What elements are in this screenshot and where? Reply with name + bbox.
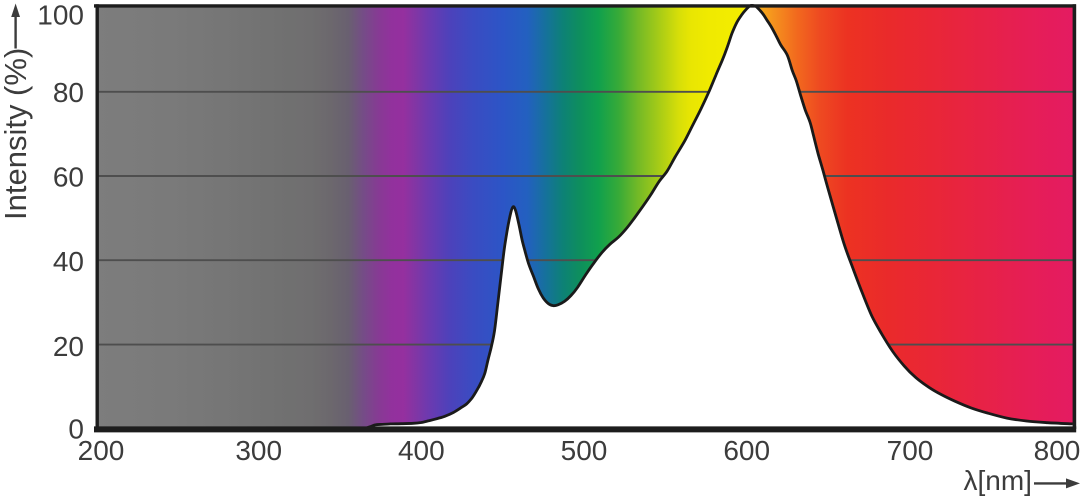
- svg-text:60: 60: [53, 162, 84, 193]
- svg-text:800: 800: [1034, 435, 1081, 466]
- svg-text:600: 600: [723, 435, 770, 466]
- svg-text:λ[nm]: λ[nm]: [964, 465, 1032, 496]
- svg-text:20: 20: [53, 331, 84, 362]
- svg-text:700: 700: [887, 435, 934, 466]
- svg-text:80: 80: [53, 77, 84, 108]
- svg-text:40: 40: [53, 246, 84, 277]
- svg-text:100: 100: [37, 0, 84, 31]
- svg-text:0: 0: [68, 414, 84, 445]
- svg-text:Intensity (%): Intensity (%): [0, 48, 33, 220]
- svg-text:500: 500: [561, 435, 608, 466]
- svg-text:400: 400: [398, 435, 445, 466]
- svg-text:300: 300: [235, 435, 282, 466]
- svg-text:200: 200: [78, 435, 125, 466]
